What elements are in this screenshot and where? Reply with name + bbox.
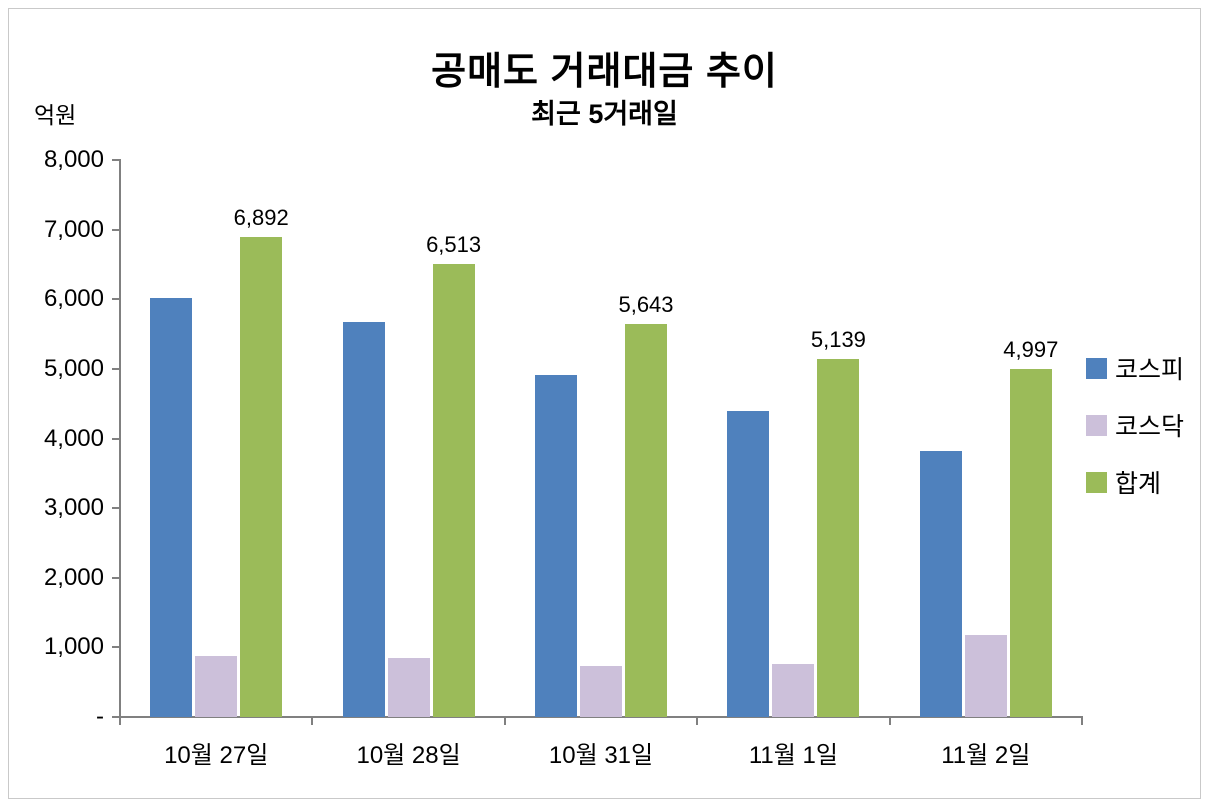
x-tick bbox=[119, 717, 121, 725]
bar-kospi bbox=[919, 451, 962, 717]
y-tick bbox=[112, 716, 120, 718]
x-category-label: 10월 31일 bbox=[548, 742, 654, 769]
bar-kosdaq bbox=[772, 664, 815, 717]
x-tick bbox=[503, 717, 506, 725]
x-category-label: 10월 28일 bbox=[356, 742, 461, 769]
bar-value-label: 6,513 bbox=[426, 231, 482, 257]
chart-subtitle: 최근 5거래일 bbox=[531, 99, 678, 129]
x-tick bbox=[888, 717, 891, 725]
y-tick-label: 2,000 bbox=[43, 563, 104, 591]
y-tick bbox=[112, 228, 120, 231]
bar-total bbox=[432, 263, 475, 717]
legend-label-kospi: 코스피 bbox=[1115, 356, 1185, 384]
x-category-label: 10월 27일 bbox=[164, 742, 269, 769]
y-tick-label: 5,000 bbox=[43, 354, 104, 382]
legend-label-total: 합계 bbox=[1115, 470, 1162, 498]
y-tick bbox=[112, 507, 120, 510]
bar-kospi bbox=[535, 375, 577, 717]
bar-value-label: 5,139 bbox=[810, 327, 866, 353]
y-tick bbox=[112, 646, 120, 649]
bar-kospi bbox=[150, 297, 193, 717]
legend-swatch-total bbox=[1086, 471, 1107, 493]
bar-total bbox=[1009, 369, 1052, 717]
bar-value-label: 5,643 bbox=[618, 292, 674, 318]
legend-label-kosdaq: 코스닥 bbox=[1115, 413, 1185, 441]
bar-kosdaq bbox=[195, 656, 238, 717]
bar-value-label: 6,892 bbox=[233, 205, 289, 231]
x-tick bbox=[1081, 717, 1083, 725]
x-category-label: 11월 1일 bbox=[748, 742, 838, 769]
legend-item-kosdaq: 코스닥 bbox=[1086, 407, 1184, 443]
y-axis-unit-label: 억원 bbox=[34, 102, 77, 128]
x-axis-line bbox=[119, 716, 1083, 718]
y-tick bbox=[112, 576, 120, 579]
chart-title: 공매도 거래대금 추이 bbox=[431, 51, 778, 93]
y-tick-label: - bbox=[96, 703, 104, 730]
x-tick bbox=[696, 717, 699, 725]
x-tick bbox=[311, 717, 314, 725]
y-tick bbox=[112, 367, 120, 370]
bar-value-label: 4,997 bbox=[1003, 337, 1059, 363]
bar-kosdaq bbox=[387, 658, 430, 717]
y-axis-line bbox=[119, 159, 121, 718]
y-tick bbox=[112, 437, 120, 440]
y-tick-label: 4,000 bbox=[43, 424, 104, 452]
legend-item-total: 합계 bbox=[1086, 464, 1184, 500]
y-tick-label: 6,000 bbox=[43, 285, 104, 313]
y-tick bbox=[112, 298, 120, 301]
legend-swatch-kospi bbox=[1086, 357, 1107, 379]
bar-total bbox=[625, 324, 667, 717]
legend-swatch-kosdaq bbox=[1086, 414, 1107, 436]
bar-kospi bbox=[727, 411, 770, 717]
x-category-label: 11월 2일 bbox=[941, 742, 1031, 769]
bar-kospi bbox=[342, 322, 385, 717]
bar-kosdaq bbox=[964, 635, 1007, 717]
y-tick-label: 1,000 bbox=[43, 633, 104, 661]
legend-item-kospi: 코스피 bbox=[1086, 350, 1184, 386]
bar-kosdaq bbox=[580, 666, 622, 717]
y-tick bbox=[112, 159, 120, 161]
y-tick-label: 7,000 bbox=[43, 215, 104, 243]
bar-total bbox=[817, 359, 860, 717]
y-tick-label: 3,000 bbox=[43, 494, 104, 522]
bar-total bbox=[240, 237, 283, 717]
y-tick-label: 8,000 bbox=[43, 146, 104, 173]
